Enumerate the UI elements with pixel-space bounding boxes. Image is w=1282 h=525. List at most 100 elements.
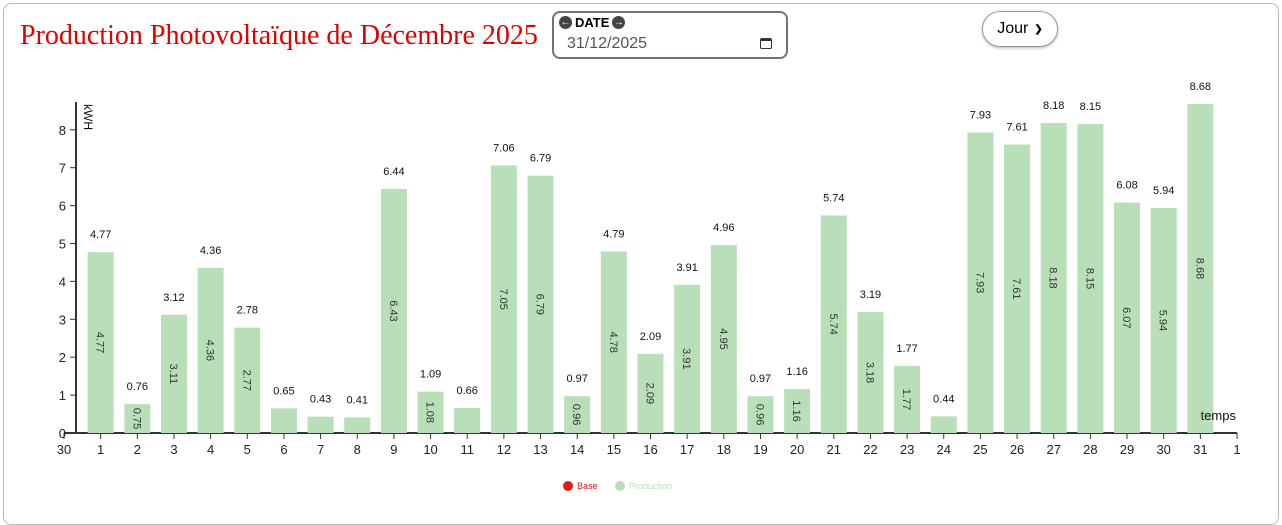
bar-inner-label: 1.16 (790, 400, 802, 421)
bar-day-24 (930, 416, 957, 433)
bar-value-label: 3.19 (860, 289, 881, 301)
x-tick-label: 30 (57, 442, 71, 457)
bar-day-7 (307, 416, 334, 433)
y-tick-label: 2 (59, 350, 66, 365)
x-tick-label: 25 (973, 442, 987, 457)
x-tick-label: 3 (170, 442, 177, 457)
bar-value-label: 0.76 (127, 381, 148, 393)
x-tick-label: 31 (1193, 442, 1207, 457)
bar-inner-label: 5.94 (1157, 310, 1169, 331)
x-tick-label: 14 (570, 442, 584, 457)
bar-value-label: 8.68 (1190, 81, 1211, 93)
bar-value-label: 1.77 (896, 343, 917, 355)
x-tick-label: 27 (1046, 442, 1060, 457)
bar-inner-label: 4.77 (94, 332, 106, 353)
date-label-row: ← DATE → (559, 15, 626, 30)
x-tick-label: 11 (460, 442, 474, 457)
x-tick-label: 12 (497, 442, 511, 457)
bar-day-5 (234, 327, 261, 433)
bar-inner-label: 3.91 (680, 348, 692, 369)
bar-day-19 (747, 396, 774, 433)
bar-inner-label: 4.78 (607, 332, 619, 353)
date-picker[interactable]: ← DATE → 31/12/2025 (552, 11, 788, 59)
page-title: Production Photovoltaïque de Décembre 20… (20, 20, 538, 51)
period-select[interactable]: Jour ❯ (982, 11, 1058, 47)
y-tick-label: 3 (59, 312, 66, 327)
bar-value-label: 5.74 (823, 192, 844, 204)
bar-inner-label: 8.15 (1083, 268, 1095, 289)
bar-inner-label: 6.43 (387, 300, 399, 321)
bar-value-label: 4.79 (603, 228, 624, 240)
bar-day-27 (1040, 122, 1067, 433)
y-tick-label: 4 (59, 274, 66, 289)
bar-inner-label: 6.07 (1120, 307, 1132, 328)
bar-value-label: 1.16 (786, 366, 807, 378)
bar-inner-label: 7.93 (973, 272, 985, 293)
bar-inner-label: 0.96 (570, 404, 582, 425)
x-tick-label: 2 (134, 442, 141, 457)
bar-value-label: 4.36 (200, 245, 221, 257)
x-tick-label: 1 (1233, 442, 1240, 457)
legend-marker-production (615, 481, 625, 491)
calendar-icon[interactable] (760, 38, 772, 49)
bar-day-31 (1187, 104, 1214, 433)
bar-day-8 (344, 417, 371, 433)
bar-value-label: 3.12 (163, 292, 184, 304)
bar-day-13 (527, 175, 554, 433)
bar-value-label: 8.15 (1080, 101, 1101, 113)
previous-day-icon[interactable]: ← (559, 16, 572, 29)
x-tick-label: 22 (863, 442, 877, 457)
x-tick-label: 9 (390, 442, 397, 457)
bar-day-15 (600, 251, 627, 433)
bar-inner-label: 5.74 (827, 314, 839, 335)
bar-value-label: 0.44 (933, 393, 954, 405)
period-select-value: Jour (997, 20, 1029, 37)
bar-day-30 (1150, 207, 1177, 433)
bar-day-10 (417, 391, 444, 433)
x-tick-label: 26 (1010, 442, 1024, 457)
bar-value-label: 7.61 (1006, 122, 1027, 134)
bar-inner-label: 2.09 (644, 383, 656, 404)
x-tick-label: 30 (1156, 442, 1170, 457)
x-tick-label: 20 (790, 442, 804, 457)
bar-value-label: 0.65 (273, 385, 294, 397)
y-tick-label: 8 (59, 123, 66, 138)
bar-value-label: 0.43 (310, 394, 331, 406)
bar-day-14 (564, 396, 591, 433)
bar-day-29 (1114, 202, 1141, 433)
legend-marker-base (563, 481, 573, 491)
bar-inner-label: 1.77 (900, 389, 912, 410)
date-label: DATE (575, 15, 610, 30)
x-tick-label: 16 (643, 442, 657, 457)
bar-value-label: 0.41 (347, 394, 368, 406)
bar-value-label: 6.08 (1116, 180, 1137, 192)
x-tick-label: 4 (207, 442, 214, 457)
x-tick-label: 13 (533, 442, 547, 457)
x-tick-label: 17 (680, 442, 694, 457)
x-tick-label: 7 (317, 442, 324, 457)
x-tick-label: 29 (1120, 442, 1134, 457)
bar-value-label: 5.94 (1153, 185, 1174, 197)
bar-day-1 (87, 252, 114, 433)
bar-day-4 (197, 267, 224, 433)
bar-day-12 (490, 165, 517, 433)
bar-inner-label: 4.36 (204, 340, 216, 361)
bar-value-label: 4.96 (713, 222, 734, 234)
bar-day-20 (784, 389, 811, 433)
bar-value-label: 6.79 (530, 153, 551, 165)
x-tick-label: 19 (753, 442, 767, 457)
bar-inner-label: 3.11 (167, 364, 179, 385)
bar-value-label: 8.18 (1043, 100, 1064, 112)
bar-inner-label: 6.79 (534, 294, 546, 315)
bar-day-16 (637, 353, 664, 433)
x-tick-label: 18 (717, 442, 731, 457)
y-tick-label: 5 (59, 237, 66, 252)
date-input[interactable]: 31/12/2025 (567, 35, 648, 52)
bar-value-label: 4.77 (90, 229, 111, 241)
bar-day-22 (857, 312, 884, 433)
bar-inner-label: 7.05 (497, 289, 509, 310)
next-day-icon[interactable]: → (612, 16, 626, 29)
y-axis-label: kWH (81, 104, 95, 130)
bar-day-26 (1004, 144, 1031, 433)
